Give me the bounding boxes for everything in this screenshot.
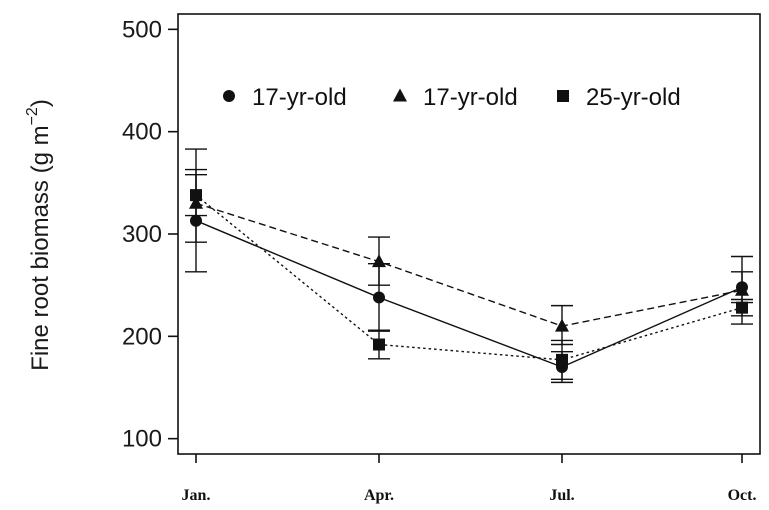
x-tick-label-0: Jan. — [182, 487, 211, 504]
series-1-point-1 — [372, 254, 386, 268]
series-2-point-1 — [373, 338, 385, 351]
series-1-line — [195, 202, 743, 327]
series-0 — [185, 168, 753, 384]
series-0-line — [195, 220, 743, 368]
y-axis-label-text: Fine root biomass (g m — [27, 125, 54, 370]
x-axis: Jan. Apr. Jul. Oct. — [182, 454, 757, 504]
legend-label-1: 17-yr-old — [423, 84, 518, 111]
legend-marker-2 — [557, 90, 569, 102]
x-tick-label-1: Apr. — [364, 487, 394, 504]
y-axis-label-close: ) — [27, 99, 54, 107]
series-1 — [185, 148, 753, 346]
legend-label-0: 17-yr-old — [252, 84, 347, 111]
series-1-point-3 — [735, 282, 749, 296]
legend-label-2: 25-yr-old — [586, 84, 681, 111]
y-axis-label-exponent: −2 — [24, 107, 41, 125]
x-tick-label-2: Jul. — [549, 487, 574, 504]
y-tick-label-400: 400 — [122, 119, 162, 146]
y-tick-label-200: 200 — [122, 323, 162, 350]
y-axis: 100 200 300 400 500 — [122, 16, 178, 453]
y-tick-label-100: 100 — [122, 426, 162, 453]
y-axis-label: Fine root biomass (g m−2) — [24, 99, 54, 371]
series-2-point-0 — [190, 189, 202, 202]
series-2-point-2 — [556, 353, 568, 366]
legend: 17-yr-old 17-yr-old 25-yr-old — [223, 84, 681, 111]
y-tick-label-500: 500 — [122, 16, 162, 43]
series-1-point-2 — [555, 318, 569, 332]
series-layer — [185, 148, 753, 384]
legend-marker-0 — [223, 90, 235, 102]
x-tick-label-3: Oct. — [728, 487, 757, 504]
plot-frame — [177, 13, 761, 455]
series-2-point-3 — [736, 301, 748, 314]
y-tick-label-300: 300 — [122, 221, 162, 248]
legend-marker-1 — [393, 88, 407, 102]
series-0-point-1 — [373, 291, 385, 304]
series-2-line — [195, 194, 743, 361]
series-2 — [185, 173, 753, 381]
